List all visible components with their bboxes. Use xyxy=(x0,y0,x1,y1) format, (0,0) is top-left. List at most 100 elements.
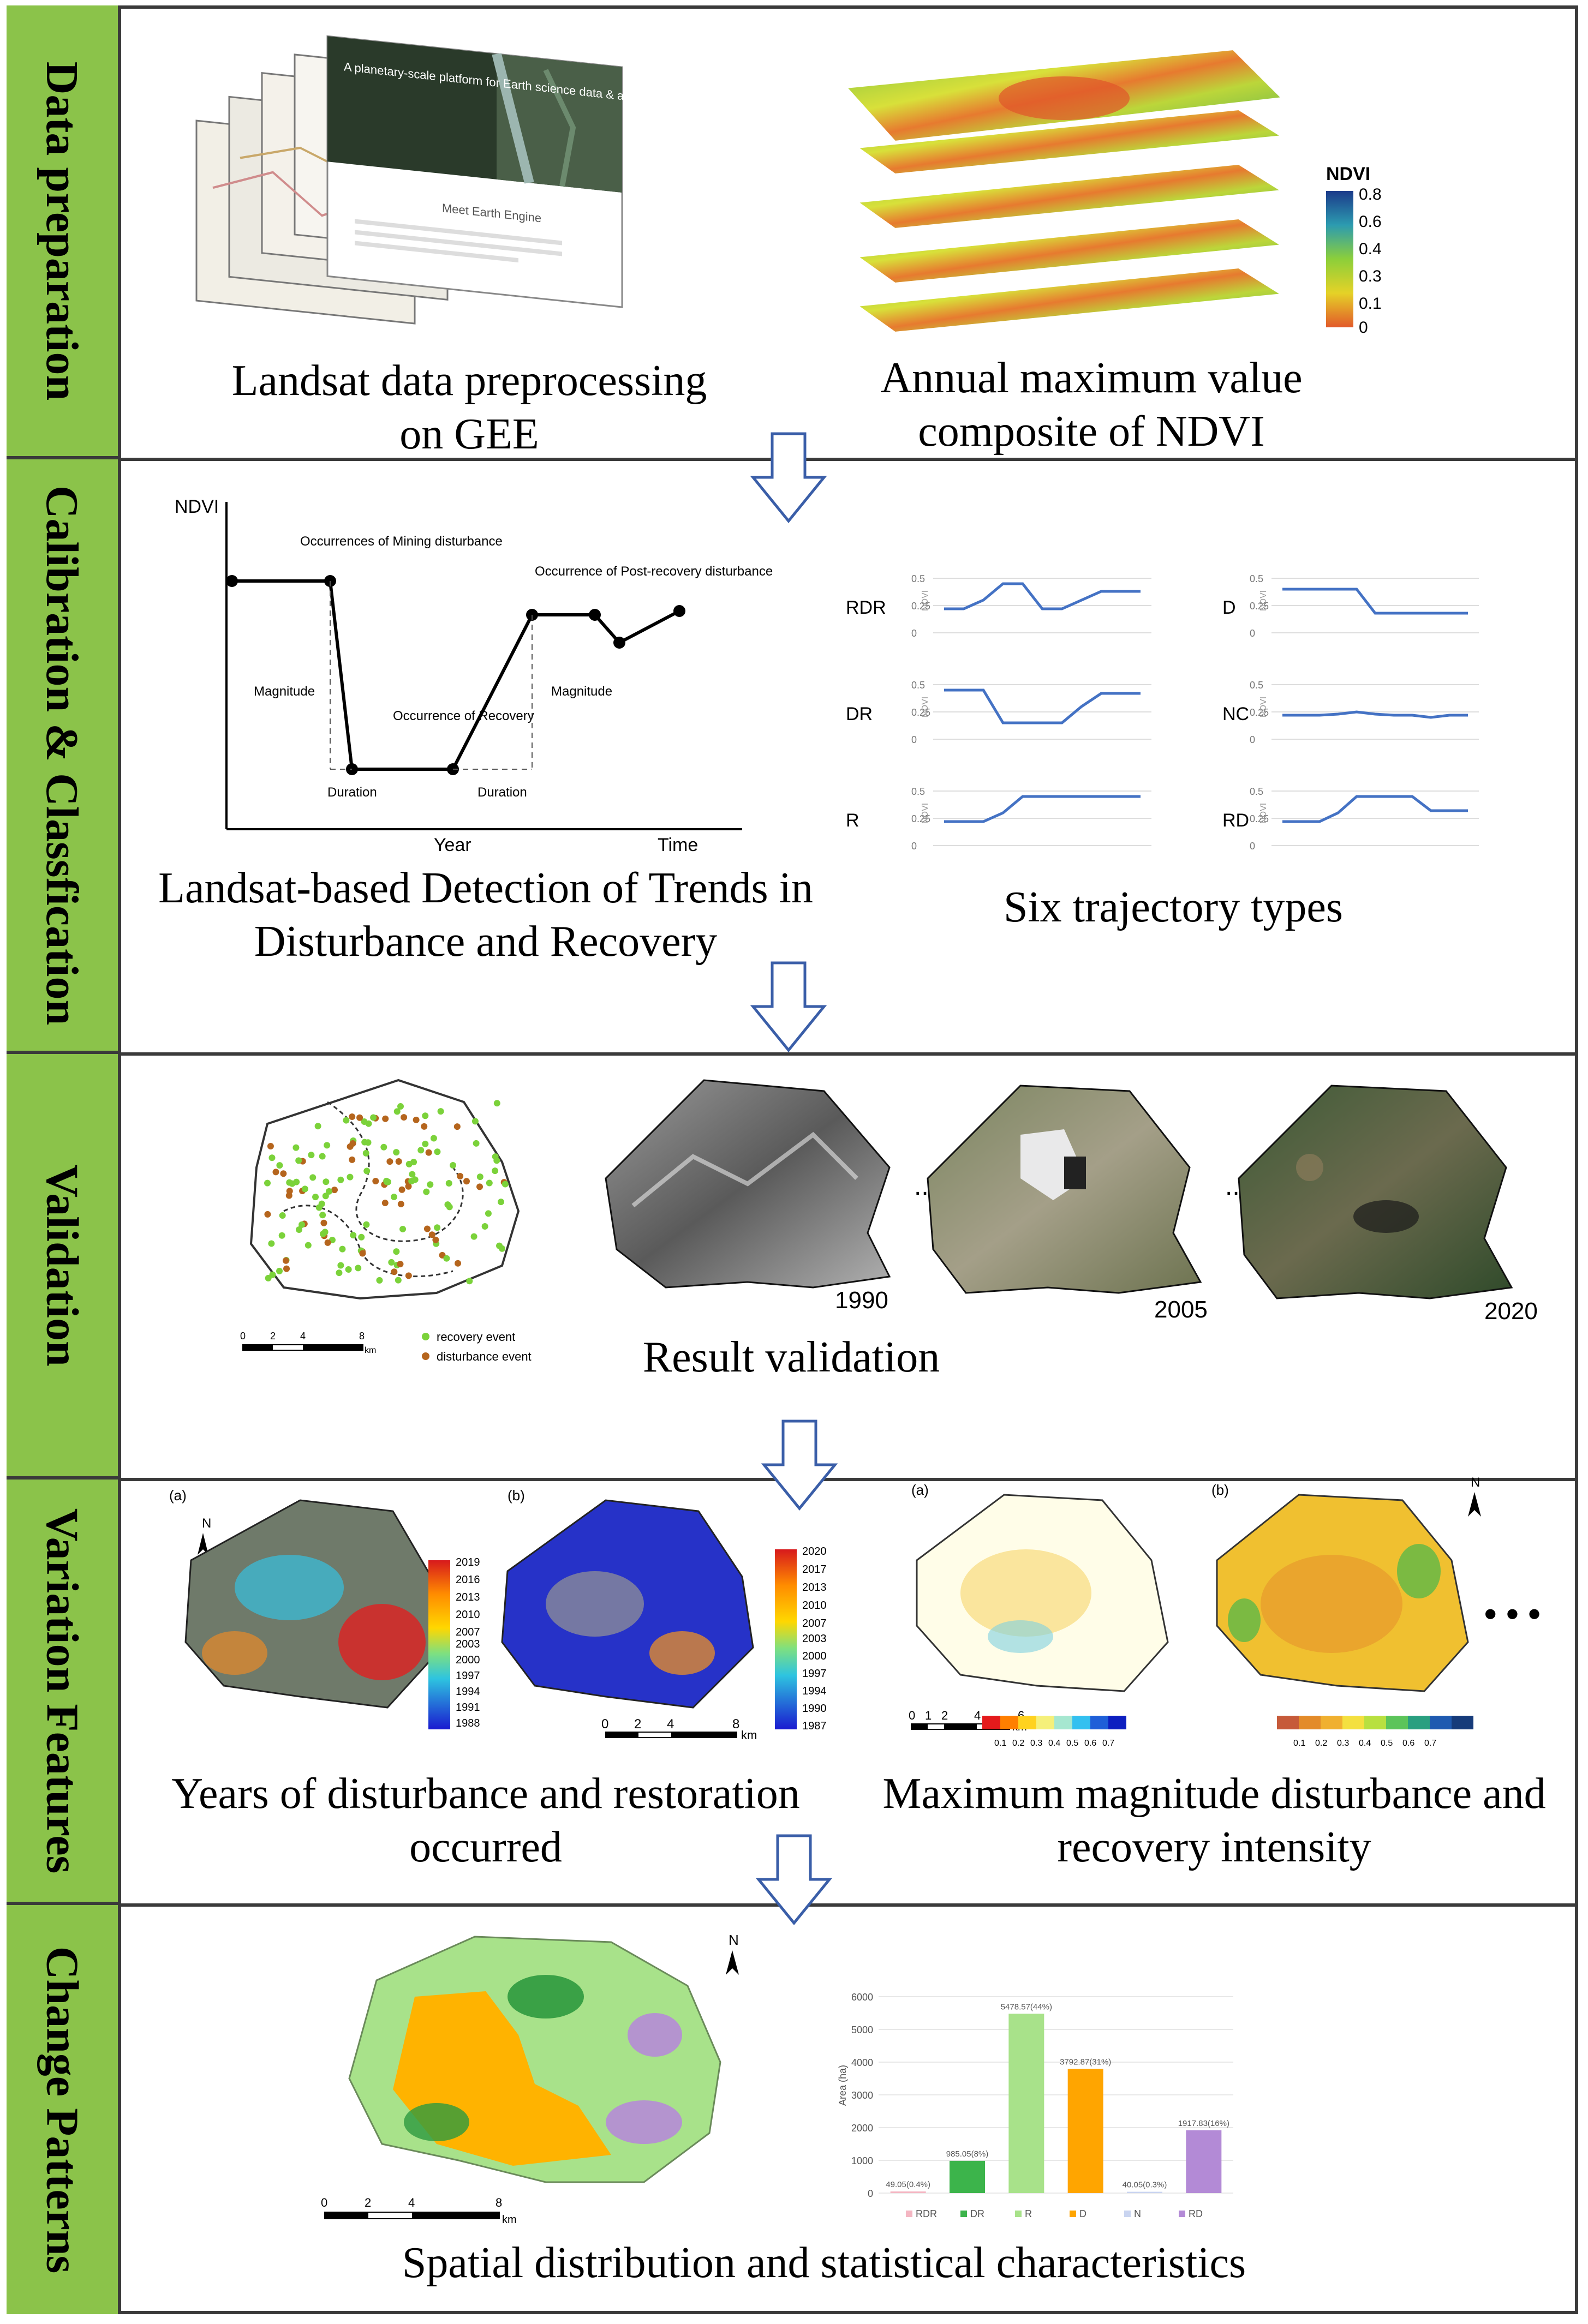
ndvi-caption: Annual maximum value composite of NDVI xyxy=(880,354,1303,456)
event-point xyxy=(498,1199,505,1206)
magnitude-swatch xyxy=(1000,1716,1018,1729)
event-point xyxy=(405,1160,413,1167)
event-point xyxy=(450,1162,457,1169)
event-point xyxy=(264,1179,271,1187)
trajectory-axis-label: NDVI xyxy=(921,803,930,824)
event-point xyxy=(322,1193,329,1200)
legend-year-tick: 2000 xyxy=(802,1650,827,1662)
magnitude-tick: 0.3 xyxy=(1030,1739,1042,1748)
event-point xyxy=(476,1173,483,1181)
event-point xyxy=(380,1143,387,1151)
magnitude-swatch xyxy=(982,1716,1000,1729)
legend-year-tick: 1987 xyxy=(802,1720,827,1732)
landtrendr-diagram: NDVI Year Time Occurrences of Mining dis… xyxy=(175,496,773,855)
trajectory-tick: 0.25 xyxy=(911,813,930,824)
legend-label: R xyxy=(1025,2208,1032,2219)
event-point xyxy=(502,1181,509,1188)
mining-disturbance-label: Occurrences of Mining disturbance xyxy=(300,534,503,549)
magnitude-caption: Maximum magnitude disturbance and recove… xyxy=(882,1770,1546,1871)
bar-d xyxy=(1067,2069,1103,2193)
ndvi-tick: 0.6 xyxy=(1359,213,1382,231)
event-point xyxy=(471,1118,479,1125)
event-point xyxy=(305,1242,312,1249)
event-point xyxy=(312,1194,319,1201)
flow-arrow-icon xyxy=(761,1419,838,1511)
panel-b-label: (b) xyxy=(508,1487,525,1504)
magnitude-tick: 0.3 xyxy=(1337,1739,1349,1748)
magnitude-swatch xyxy=(1072,1716,1090,1729)
landsat-caption: Landsat data preprocessing on GEE xyxy=(231,357,707,458)
event-point xyxy=(295,1157,302,1164)
svg-text:1: 1 xyxy=(925,1709,932,1722)
trajectory-line xyxy=(1282,588,1468,615)
trajectory-tick: 0.25 xyxy=(1250,601,1269,612)
event-point xyxy=(446,1203,453,1211)
event-point xyxy=(417,1147,425,1154)
event-point xyxy=(397,1201,404,1208)
recovery-legend-dot xyxy=(422,1333,429,1340)
event-point xyxy=(345,1266,352,1273)
event-point xyxy=(405,1183,412,1190)
svg-text:4: 4 xyxy=(974,1709,981,1722)
change-scale-bar: 0 2 4 8 km xyxy=(321,2196,517,2226)
area-bar-chart: 0 1000 2000 3000 4000 5000 6000 Area (ha) 49.05(… xyxy=(837,1992,1233,2219)
north-label: N xyxy=(729,1932,739,1948)
disturbance-legend-label: disturbance event xyxy=(437,1350,532,1363)
event-point xyxy=(278,1232,285,1239)
event-point xyxy=(432,1236,439,1243)
trajectory-axis-label: NDVI xyxy=(921,590,930,611)
north-label: N xyxy=(202,1516,211,1531)
divider xyxy=(121,1903,1578,1907)
bar-data-label: 5478.57(44%) xyxy=(1001,2002,1052,2011)
svg-text:4: 4 xyxy=(408,2196,415,2209)
section-variation-features: Variation Features xyxy=(7,1480,118,1905)
event-point xyxy=(466,1278,473,1285)
trajectory-label: NC xyxy=(1222,704,1249,724)
legend-swatch xyxy=(960,2211,967,2217)
svg-text:4: 4 xyxy=(667,1717,674,1732)
legend-label: D xyxy=(1079,2208,1086,2219)
magnitude-swatch xyxy=(1386,1716,1408,1729)
ndvi-legend-title: NDVI xyxy=(1326,164,1370,184)
trajectory-line xyxy=(1282,795,1468,823)
years-legend-b-ticks: 2020 2017 2013 2010 2007 2003 2000 1997 1994 1990… xyxy=(802,1546,827,1732)
flow-arrow-icon xyxy=(750,961,827,1052)
magnitude-legend-b: 0.1 0.2 0.3 0.4 0.5 0.6 0.7 xyxy=(1277,1716,1473,1748)
legend-swatch xyxy=(1015,2211,1022,2217)
ndvi-legend-ticks: 0.8 0.6 0.4 0.3 0.1 0 xyxy=(1359,185,1382,337)
magnitude-tick: 0.7 xyxy=(1424,1739,1436,1748)
event-point xyxy=(382,1115,389,1122)
y-tick-label: 4000 xyxy=(851,2057,873,2068)
event-point xyxy=(381,1200,389,1207)
trajectory-tick: 0 xyxy=(911,628,917,639)
event-point xyxy=(320,1219,327,1226)
disturbance-legend-dot xyxy=(422,1352,429,1360)
years-legend-a xyxy=(428,1560,450,1729)
event-point xyxy=(386,1158,393,1165)
trajectory-panel-dr: DR 0.5 0.25 0 NDVI xyxy=(846,680,1151,745)
trajectory-line xyxy=(944,688,1141,724)
divider xyxy=(121,1478,1578,1481)
svg-text:2: 2 xyxy=(270,1331,276,1341)
event-point xyxy=(476,1183,483,1190)
magnitude-swatch xyxy=(1452,1716,1473,1729)
event-point xyxy=(286,1188,293,1195)
svg-text:4: 4 xyxy=(300,1331,306,1341)
magnitude-left-label: Magnitude xyxy=(254,684,315,699)
sidebar: Data preparation Calibration & Classfica… xyxy=(7,5,121,2314)
legend-year-tick: 2007 xyxy=(802,1618,827,1630)
bar-data-label: 1917.83(16%) xyxy=(1178,2119,1229,2128)
flow-arrow-icon xyxy=(755,1834,833,1925)
event-point xyxy=(493,1100,500,1107)
event-point xyxy=(268,1240,275,1247)
y-axis-label: NDVI xyxy=(175,496,219,517)
event-point xyxy=(376,1277,383,1284)
validation-points xyxy=(264,1100,509,1285)
section-calibration: Calibration & Classfication xyxy=(7,459,118,1054)
disturbance-years-maps: (a) N 2019201620132010200720032000199719… xyxy=(169,1487,827,1742)
event-point xyxy=(363,1221,370,1228)
trajectory-caption: Six trajectory types xyxy=(1003,883,1344,931)
bar-data-label: 985.05(8%) xyxy=(946,2149,989,2159)
legend-year-tick: 2000 xyxy=(456,1654,480,1666)
